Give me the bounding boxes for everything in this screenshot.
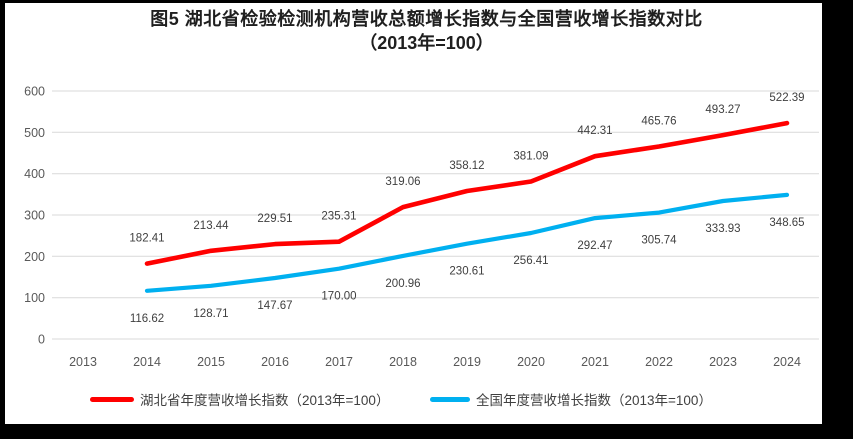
legend-item-national: 全国年度营收增长指数（2013年=100） <box>430 391 712 408</box>
data-label: 381.09 <box>513 151 548 163</box>
legend-label-national: 全国年度营收增长指数（2013年=100） <box>476 393 712 408</box>
y-axis-tick-label: 400 <box>24 167 45 181</box>
data-label: 358.12 <box>449 160 484 172</box>
data-label: 147.67 <box>257 300 292 312</box>
data-label: 128.71 <box>193 308 228 320</box>
x-axis-tick-label: 2018 <box>389 355 417 369</box>
data-label: 200.96 <box>385 278 420 290</box>
y-axis-tick-label: 500 <box>24 126 45 140</box>
data-label: 333.93 <box>705 223 740 235</box>
data-label: 465.76 <box>641 116 676 128</box>
x-axis-tick-label: 2016 <box>261 355 289 369</box>
data-label: 522.39 <box>769 92 804 104</box>
data-label: 348.65 <box>769 217 804 229</box>
data-label: 256.41 <box>513 255 548 267</box>
x-axis-tick-label: 2014 <box>133 355 161 369</box>
data-label: 292.47 <box>577 240 612 252</box>
x-axis-tick-label: 2022 <box>645 355 673 369</box>
x-axis-tick-label: 2019 <box>453 355 481 369</box>
data-label: 170.00 <box>321 291 356 303</box>
data-label: 442.31 <box>577 125 612 137</box>
data-label: 235.31 <box>321 211 356 223</box>
x-axis-tick-label: 2020 <box>517 355 545 369</box>
x-axis-tick-label: 2015 <box>197 355 225 369</box>
data-label: 116.62 <box>130 313 164 325</box>
legend-line-swatch-national <box>430 396 470 402</box>
x-axis-tick-label: 2013 <box>69 355 97 369</box>
y-axis-tick-label: 100 <box>24 291 45 305</box>
y-axis-tick-label: 0 <box>38 333 45 347</box>
data-label: 230.61 <box>449 266 484 278</box>
x-axis-tick-label: 2024 <box>773 355 801 369</box>
y-axis-tick-label: 200 <box>24 250 45 264</box>
data-label: 305.74 <box>641 235 677 247</box>
series-line-national <box>144 192 790 293</box>
x-axis-tick-label: 2017 <box>325 355 353 369</box>
legend-line-swatch-hubei <box>90 396 134 402</box>
series-line-hubei <box>144 120 790 266</box>
x-axis-tick-label: 2021 <box>581 355 609 369</box>
y-axis-tick-label: 300 <box>24 209 45 223</box>
data-label: 493.27 <box>705 104 740 116</box>
legend-item-hubei: 湖北省年度营收增长指数（2013年=100） <box>90 391 390 408</box>
x-axis-tick-label: 2023 <box>709 355 737 369</box>
data-label: 213.44 <box>193 220 229 232</box>
chart-title-line2: （2013年=100） <box>359 33 494 53</box>
data-label: 229.51 <box>257 213 292 225</box>
legend-label-hubei: 湖北省年度营收增长指数（2013年=100） <box>140 393 390 408</box>
data-label: 319.06 <box>385 176 420 188</box>
y-axis-tick-label: 600 <box>24 85 45 99</box>
chart-background <box>5 3 822 424</box>
chart-title-line1: 图5 湖北省检验检测机构营收总额增长指数与全国营收增长指数对比 <box>150 9 703 29</box>
data-label: 182.41 <box>129 233 164 245</box>
chart-title: 图5 湖北省检验检测机构营收总额增长指数与全国营收增长指数对比 （2013年=1… <box>0 7 853 55</box>
